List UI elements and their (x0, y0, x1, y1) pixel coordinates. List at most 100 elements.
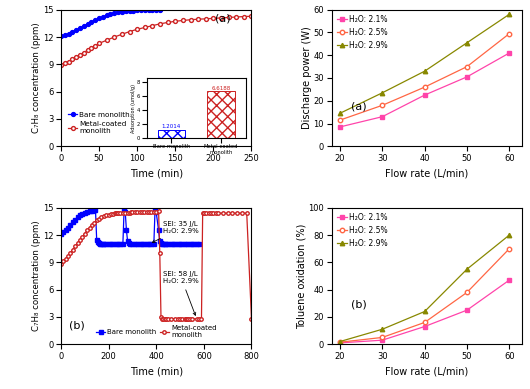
Metal-coated
monolith (249, 14, 255, 19)
H₂O: 2.9%: (50, 55): 2.9%: (50, 55) (464, 267, 470, 272)
Bare monolith (65, 32, 72, 36)
Metal-coated
monolith (61, 61, 68, 66)
Metal-coated
monolith (233, 15, 240, 19)
Bare monolith (107, 12, 113, 17)
Metal-coated
monolith (92, 43, 99, 48)
X-axis label: Time (min): Time (min) (130, 366, 183, 377)
Line: H₂O: 2.9%: H₂O: 2.9% (338, 12, 511, 116)
Y-axis label: Toluene oxidation (%): Toluene oxidation (%) (297, 223, 307, 329)
Line: Bare monolith: Bare monolith (59, 208, 201, 246)
Bare monolith (149, 8, 156, 12)
Metal-coated
monolith (155, 209, 162, 214)
Line: H₂O: 2.9%: H₂O: 2.9% (338, 233, 511, 344)
Text: (b): (b) (68, 321, 84, 331)
Bare monolith (126, 9, 132, 13)
Metal-coated
monolith (201, 211, 207, 216)
Text: (b): (b) (350, 299, 366, 309)
Bare monolith (89, 20, 95, 25)
H₂O: 2.5%: (50, 38): 2.5%: (50, 38) (464, 290, 470, 295)
Metal-coated
monolith (210, 211, 217, 216)
Line: H₂O: 2.1%: H₂O: 2.1% (338, 278, 511, 345)
Bare monolith (177, 242, 183, 247)
Bare monolith (138, 8, 144, 13)
Line: H₂O: 2.1%: H₂O: 2.1% (338, 51, 511, 129)
Metal-coated
monolith (159, 316, 165, 321)
H₂O: 2.1%: (20, 8.5): 2.1%: (20, 8.5) (337, 124, 343, 129)
Metal-coated
monolith (180, 18, 186, 23)
Metal-coated
monolith (157, 21, 163, 26)
Metal-coated
monolith (210, 16, 217, 21)
H₂O: 2.9%: (20, 14.5): 2.9%: (20, 14.5) (337, 111, 343, 116)
Bare monolith (157, 8, 163, 12)
H₂O: 2.9%: (60, 80): 2.9%: (60, 80) (506, 233, 513, 237)
H₂O: 2.9%: (30, 23.5): 2.9%: (30, 23.5) (379, 91, 385, 95)
Bare monolith (69, 30, 76, 34)
Bare monolith (98, 242, 104, 247)
Metal-coated
monolith (195, 17, 201, 21)
H₂O: 2.9%: (50, 45.5): 2.9%: (50, 45.5) (464, 40, 470, 45)
Metal-coated
monolith (149, 23, 156, 28)
H₂O: 2.5%: (40, 26): 2.5%: (40, 26) (421, 85, 428, 89)
Bare monolith (81, 24, 87, 28)
Metal-coated
monolith (81, 50, 87, 55)
Line: H₂O: 2.5%: H₂O: 2.5% (338, 32, 511, 122)
Legend: Bare monolith, Metal-coated
monolith: Bare monolith, Metal-coated monolith (93, 322, 219, 341)
Bare monolith (196, 242, 202, 247)
Metal-coated
monolith (156, 251, 163, 256)
H₂O: 2.5%: (60, 49.5): 2.5%: (60, 49.5) (506, 31, 513, 36)
H₂O: 2.5%: (60, 70): 2.5%: (60, 70) (506, 246, 513, 251)
Y-axis label: Discharge power (W): Discharge power (W) (302, 26, 312, 130)
Bare monolith (115, 10, 121, 15)
Line: H₂O: 2.5%: H₂O: 2.5% (338, 247, 511, 344)
Metal-coated
monolith (111, 35, 118, 39)
Metal-coated
monolith (65, 59, 72, 64)
H₂O: 2.1%: (60, 47): 2.1%: (60, 47) (506, 278, 513, 282)
Metal-coated
monolith (225, 15, 232, 20)
Metal-coated
monolith (187, 18, 193, 22)
Legend: H₂O: 2.1%, H₂O: 2.5%, H₂O: 2.9%: H₂O: 2.1%, H₂O: 2.5%, H₂O: 2.9% (335, 212, 389, 249)
Metal-coated
monolith (89, 46, 95, 50)
H₂O: 2.9%: (40, 24): 2.9%: (40, 24) (421, 309, 428, 314)
Metal-coated
monolith (220, 211, 226, 216)
Metal-coated
monolith (167, 316, 174, 321)
X-axis label: Time (min): Time (min) (130, 168, 183, 179)
Metal-coated
monolith (218, 16, 224, 20)
H₂O: 2.5%: (20, 11.5): 2.5%: (20, 11.5) (337, 118, 343, 123)
H₂O: 2.1%: (20, 1): 2.1%: (20, 1) (337, 340, 343, 345)
H₂O: 2.5%: (50, 35): 2.5%: (50, 35) (464, 64, 470, 69)
Metal-coated
monolith (142, 25, 148, 30)
H₂O: 2.9%: (30, 11): 2.9%: (30, 11) (379, 327, 385, 331)
Line: Metal-coated
monolith: Metal-coated monolith (59, 210, 253, 321)
Metal-coated
monolith (96, 41, 102, 46)
H₂O: 2.5%: (30, 5): 2.5%: (30, 5) (379, 335, 385, 340)
Metal-coated
monolith (58, 63, 64, 68)
Metal-coated
monolith (69, 57, 76, 62)
Y-axis label: C₇H₈ concentration (ppm): C₇H₈ concentration (ppm) (32, 23, 41, 133)
Line: Bare monolith: Bare monolith (59, 8, 162, 38)
H₂O: 2.5%: (20, 1.5): 2.5%: (20, 1.5) (337, 340, 343, 345)
Text: (a): (a) (215, 14, 231, 24)
Bare monolith (134, 8, 140, 13)
H₂O: 2.1%: (40, 13): 2.1%: (40, 13) (421, 324, 428, 329)
Bare monolith (92, 208, 99, 212)
Legend: H₂O: 2.1%, H₂O: 2.5%, H₂O: 2.9%: H₂O: 2.1%, H₂O: 2.5%, H₂O: 2.9% (335, 14, 389, 51)
Metal-coated
monolith (249, 316, 255, 321)
X-axis label: Flow rate (L/min): Flow rate (L/min) (385, 168, 469, 179)
H₂O: 2.5%: (30, 18): 2.5%: (30, 18) (379, 103, 385, 108)
Metal-coated
monolith (77, 53, 83, 57)
Bare monolith (73, 28, 79, 33)
Bare monolith (100, 14, 106, 19)
Bare monolith (58, 34, 64, 39)
Metal-coated
monolith (172, 19, 179, 24)
Bare monolith (61, 33, 68, 38)
H₂O: 2.5%: (40, 16): 2.5%: (40, 16) (421, 320, 428, 325)
Bare monolith (136, 242, 143, 247)
H₂O: 2.9%: (60, 58): 2.9%: (60, 58) (506, 12, 513, 17)
Text: SEI: 35 J/L
H₂O: 2.9%: SEI: 35 J/L H₂O: 2.9% (153, 221, 199, 242)
Bare monolith (121, 208, 127, 213)
Bare monolith (79, 212, 85, 216)
Text: SEI: 58 J/L
H₂O: 2.9%: SEI: 58 J/L H₂O: 2.9% (163, 272, 199, 315)
H₂O: 2.1%: (50, 25): 2.1%: (50, 25) (464, 308, 470, 312)
H₂O: 2.1%: (30, 3): 2.1%: (30, 3) (379, 338, 385, 342)
Bare monolith (142, 8, 148, 12)
